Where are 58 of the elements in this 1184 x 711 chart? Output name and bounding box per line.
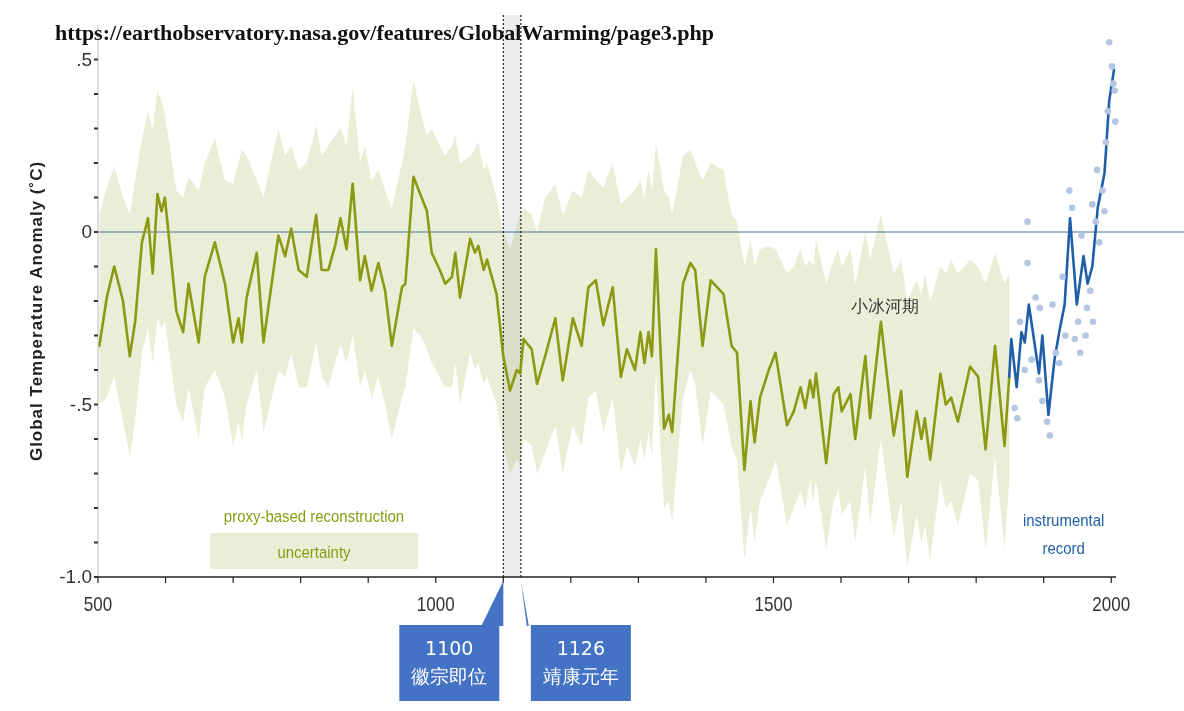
point <box>1014 415 1021 422</box>
point <box>1021 366 1029 374</box>
point <box>1087 287 1094 294</box>
point <box>1111 87 1118 94</box>
point <box>1089 201 1096 208</box>
y-tick-label: 0 <box>81 221 92 242</box>
point <box>1052 349 1060 357</box>
point <box>1049 301 1056 308</box>
point <box>1078 232 1085 239</box>
ref-line-label: 1126 靖康元年 <box>542 637 619 687</box>
point <box>1046 432 1054 439</box>
y-tick-label: -1.0 <box>59 566 92 587</box>
x-tick-label: 1500 <box>754 592 793 616</box>
line-series <box>98 175 1011 479</box>
point <box>1101 208 1108 215</box>
text: proxy-based reconstruction <box>223 507 405 526</box>
point <box>1076 349 1084 357</box>
point <box>1016 318 1024 325</box>
point <box>1082 332 1089 339</box>
point <box>1104 107 1112 115</box>
x-tick-label: 2000 <box>1092 592 1131 616</box>
annotation: uncertainty <box>277 543 351 562</box>
point <box>1032 294 1039 301</box>
point <box>1059 273 1066 281</box>
point <box>1105 38 1113 46</box>
y-axis-title: Global Temperature Anomaly (˚C) <box>27 160 46 462</box>
point <box>1112 118 1119 125</box>
point <box>1089 318 1097 325</box>
point <box>1036 304 1043 312</box>
point <box>1024 259 1031 267</box>
point <box>1035 377 1043 384</box>
chart-title: https://earthobservatory.nasa.gov/features/GlobalWarming/page3.php <box>55 20 715 45</box>
point <box>1108 63 1116 70</box>
y-tick-label: -.5 <box>69 393 92 415</box>
point <box>1068 204 1076 212</box>
point <box>1043 418 1051 426</box>
point <box>1095 239 1103 246</box>
y-tick-label: .5 <box>76 48 92 70</box>
ref-line-label: 1100 徽宗即位 <box>411 637 488 687</box>
point <box>1066 187 1073 194</box>
point <box>1092 218 1100 225</box>
point <box>1099 187 1106 194</box>
annotation: 小冰河期 <box>851 296 919 316</box>
point <box>1062 332 1069 339</box>
point <box>1093 166 1101 174</box>
point <box>1011 404 1018 412</box>
point <box>1039 397 1046 405</box>
point <box>1074 318 1082 325</box>
point <box>1083 304 1091 312</box>
point <box>1028 356 1035 363</box>
point <box>1024 218 1031 225</box>
text: instrumental record <box>1022 511 1105 558</box>
point <box>1109 80 1117 87</box>
point <box>1055 359 1063 367</box>
point <box>1102 139 1110 146</box>
x-tick-label: 1000 <box>416 592 455 616</box>
point <box>1071 335 1079 343</box>
x-tick-label: 500 <box>83 592 113 616</box>
